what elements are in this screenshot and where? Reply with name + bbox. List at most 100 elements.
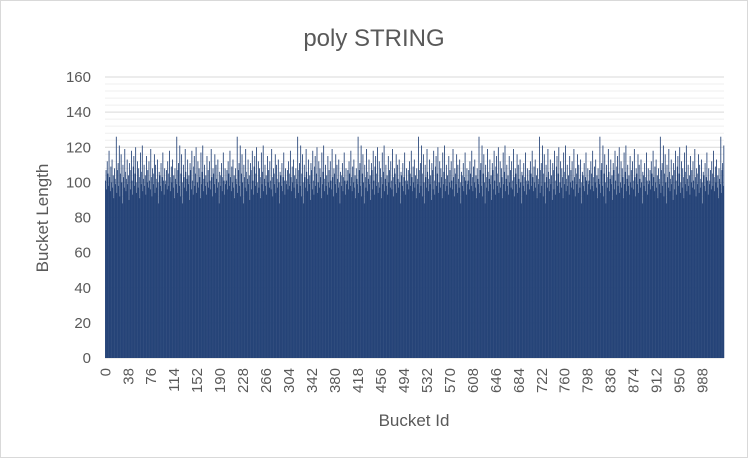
bar	[204, 185, 206, 358]
bar	[409, 161, 410, 358]
bar	[444, 191, 446, 358]
bar	[213, 173, 215, 358]
bar	[634, 177, 636, 358]
bar	[254, 185, 256, 358]
bar	[277, 187, 279, 358]
bar	[646, 152, 647, 358]
bar	[120, 154, 122, 358]
bar	[380, 168, 381, 358]
bar	[712, 185, 714, 358]
bar	[664, 154, 666, 358]
bar	[438, 192, 439, 358]
bar	[115, 184, 117, 358]
bar	[372, 189, 374, 358]
bar	[719, 184, 721, 358]
bar	[662, 145, 664, 358]
bar	[710, 170, 711, 358]
bar	[425, 177, 427, 358]
bar	[625, 145, 627, 358]
bar	[576, 184, 578, 358]
bar	[190, 189, 192, 358]
bar	[186, 178, 188, 358]
bar	[581, 203, 583, 358]
bar	[548, 191, 550, 358]
bar	[396, 192, 398, 358]
bar	[347, 170, 349, 358]
bar	[308, 159, 309, 358]
bar	[257, 182, 259, 359]
bar	[391, 189, 393, 358]
bar	[595, 187, 597, 358]
bar	[667, 187, 669, 358]
bar	[294, 198, 296, 358]
bar	[702, 203, 704, 358]
bar	[156, 159, 158, 358]
bar	[111, 182, 112, 359]
bar	[345, 168, 347, 358]
bar	[471, 150, 473, 358]
bar	[690, 182, 692, 359]
bar	[707, 194, 709, 358]
bar	[208, 187, 210, 358]
bar	[326, 175, 328, 358]
bar	[266, 194, 268, 358]
bar	[211, 177, 213, 358]
bar	[552, 170, 554, 358]
bar	[470, 173, 471, 358]
bar	[159, 175, 161, 358]
bar	[303, 203, 305, 358]
bar	[465, 180, 467, 358]
bar	[651, 173, 653, 358]
bar	[685, 171, 687, 358]
bar	[600, 170, 602, 358]
bar	[215, 192, 216, 358]
bar	[670, 159, 672, 358]
bar	[210, 189, 212, 358]
y-axis-title: Bucket Length	[33, 164, 52, 273]
bar	[554, 150, 555, 358]
bar	[357, 136, 359, 358]
bar	[394, 173, 396, 358]
bar	[291, 166, 293, 358]
bar	[617, 156, 618, 358]
bar	[499, 161, 501, 358]
bar	[359, 163, 361, 358]
bar	[114, 168, 115, 358]
bar	[212, 168, 214, 358]
bar	[283, 152, 285, 358]
bar	[719, 178, 721, 358]
bar	[448, 156, 450, 358]
bar	[363, 182, 364, 359]
bar	[239, 145, 241, 358]
bar	[398, 159, 400, 358]
bar	[371, 170, 373, 358]
bar	[352, 166, 354, 358]
bar	[639, 187, 641, 358]
bar	[225, 184, 227, 358]
bars	[105, 136, 725, 359]
bar	[565, 145, 566, 358]
bar	[373, 194, 375, 358]
bar	[714, 166, 716, 358]
bar	[575, 173, 577, 358]
bar	[367, 191, 369, 358]
bar	[377, 192, 379, 358]
bar	[568, 175, 569, 358]
bar	[286, 180, 288, 358]
bar	[251, 150, 253, 358]
bar	[450, 161, 452, 358]
bar	[649, 170, 651, 358]
bar	[237, 170, 239, 358]
bar	[688, 185, 690, 358]
bar	[534, 182, 536, 359]
bar	[236, 184, 238, 358]
bar	[366, 171, 368, 358]
bar	[611, 175, 613, 358]
bar	[124, 171, 126, 358]
x-tick-label: 722	[534, 368, 551, 393]
bar	[572, 180, 574, 358]
bar	[243, 164, 245, 358]
bar	[567, 185, 569, 358]
bar	[561, 168, 563, 358]
bar	[430, 175, 432, 358]
